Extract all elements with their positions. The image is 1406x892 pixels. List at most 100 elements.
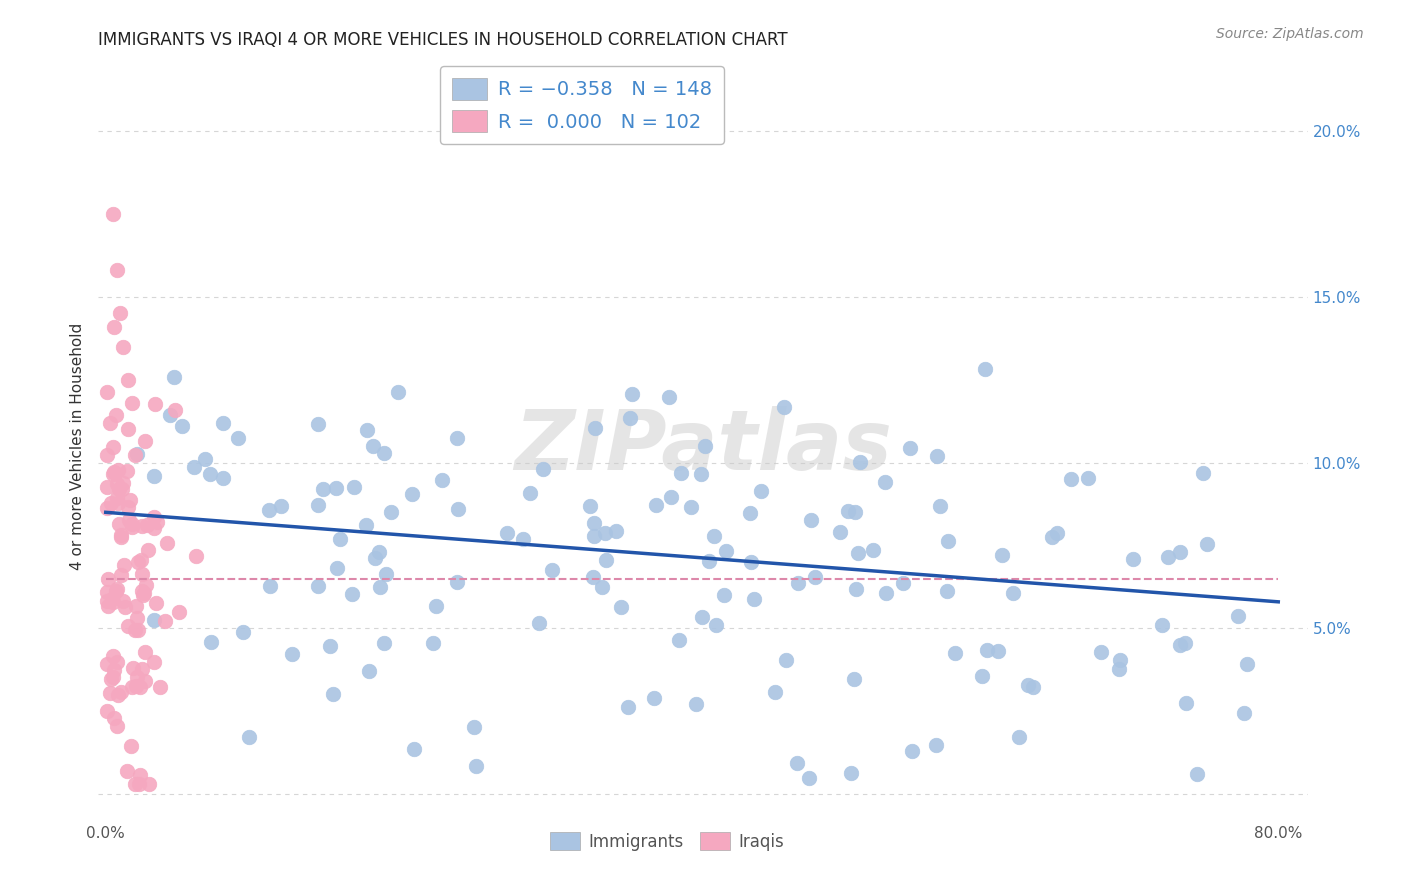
Point	[105, 582, 128, 596]
Point	[183, 459, 205, 474]
Point	[846, 546, 869, 560]
Point	[325, 481, 347, 495]
Point	[96, 704, 118, 718]
Point	[128, 777, 150, 791]
Point	[512, 532, 534, 546]
Point	[107, 476, 129, 491]
Point	[121, 681, 143, 695]
Point	[127, 624, 149, 638]
Point	[936, 534, 959, 549]
Point	[136, 518, 159, 533]
Point	[714, 543, 737, 558]
Point	[312, 482, 335, 496]
Point	[839, 766, 862, 780]
Point	[644, 498, 666, 512]
Point	[101, 207, 124, 221]
Point	[845, 582, 868, 597]
Point	[132, 585, 155, 599]
Point	[101, 591, 124, 606]
Point	[738, 506, 761, 520]
Point	[319, 639, 342, 653]
Legend: Immigrants, Iraqis: Immigrants, Iraqis	[543, 826, 790, 857]
Point	[582, 570, 605, 584]
Point	[198, 467, 221, 481]
Point	[1187, 767, 1209, 781]
Point	[96, 480, 118, 494]
Point	[695, 439, 717, 453]
Point	[1174, 636, 1197, 650]
Point	[159, 409, 181, 423]
Point	[422, 636, 444, 650]
Point	[238, 730, 260, 744]
Point	[96, 585, 118, 599]
Point	[1175, 696, 1198, 710]
Point	[118, 513, 141, 527]
Point	[669, 467, 692, 481]
Point	[134, 673, 156, 688]
Point	[131, 566, 153, 581]
Point	[380, 505, 402, 519]
Point	[690, 467, 713, 481]
Point	[519, 485, 541, 500]
Point	[583, 516, 606, 530]
Point	[374, 567, 396, 582]
Point	[100, 416, 122, 430]
Point	[1017, 678, 1039, 692]
Point	[340, 587, 363, 601]
Point	[96, 384, 118, 399]
Point	[610, 599, 633, 614]
Point	[541, 563, 564, 577]
Point	[591, 580, 613, 594]
Point	[699, 554, 721, 568]
Point	[943, 646, 966, 660]
Point	[842, 672, 865, 686]
Point	[803, 569, 825, 583]
Point	[1236, 657, 1258, 671]
Point	[446, 431, 468, 445]
Point	[117, 464, 139, 478]
Point	[212, 470, 235, 484]
Point	[125, 599, 148, 613]
Point	[659, 490, 682, 504]
Point	[145, 596, 167, 610]
Point	[96, 500, 118, 515]
Point	[685, 698, 707, 712]
Point	[117, 373, 139, 387]
Point	[136, 543, 159, 558]
Point	[96, 448, 118, 462]
Point	[1227, 609, 1250, 624]
Point	[212, 416, 235, 430]
Point	[749, 483, 772, 498]
Point	[121, 396, 143, 410]
Point	[100, 496, 122, 510]
Point	[121, 520, 143, 534]
Text: IMMIGRANTS VS IRAQI 4 OR MORE VEHICLES IN HOUSEHOLD CORRELATION CHART: IMMIGRANTS VS IRAQI 4 OR MORE VEHICLES I…	[98, 31, 787, 49]
Point	[373, 636, 395, 650]
Point	[129, 553, 152, 567]
Point	[114, 599, 136, 614]
Point	[100, 686, 122, 700]
Point	[605, 524, 627, 539]
Point	[875, 475, 897, 489]
Point	[120, 493, 142, 508]
Point	[658, 390, 681, 404]
Point	[706, 618, 728, 632]
Point	[115, 764, 138, 779]
Point	[593, 526, 616, 541]
Point	[1157, 550, 1180, 565]
Y-axis label: 4 or more Vehicles in Household: 4 or more Vehicles in Household	[70, 322, 86, 570]
Point	[143, 510, 166, 524]
Point	[128, 768, 150, 782]
Text: Source: ZipAtlas.com: Source: ZipAtlas.com	[1216, 27, 1364, 41]
Point	[270, 499, 292, 513]
Point	[527, 615, 550, 630]
Point	[425, 599, 447, 613]
Point	[643, 691, 665, 706]
Point	[446, 574, 468, 589]
Point	[354, 518, 377, 533]
Point	[578, 499, 600, 513]
Point	[100, 673, 122, 687]
Point	[117, 500, 139, 514]
Point	[740, 555, 762, 569]
Point	[125, 670, 148, 684]
